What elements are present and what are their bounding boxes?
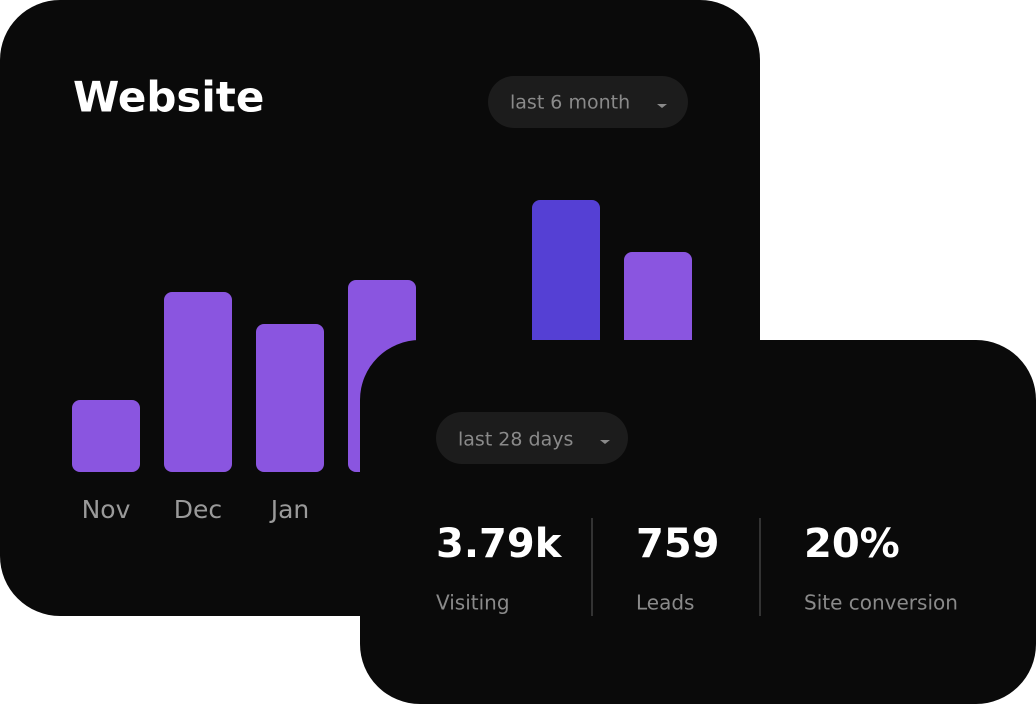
dropdown-label[interactable]: last 6 month (510, 92, 630, 114)
dropdown-label[interactable]: last 28 days (458, 429, 573, 451)
x-tick-label: Dec (174, 495, 222, 524)
bar (164, 292, 232, 472)
period-dropdown[interactable] (488, 76, 688, 128)
x-tick-label: Jan (269, 495, 310, 524)
stats: 3.79k Visiting 759 Leads 20% Site conversion (436, 521, 958, 615)
stat-value: 20% (804, 521, 900, 567)
stat-label: Leads (636, 591, 694, 615)
period-dropdown[interactable] (436, 412, 628, 464)
stat-value: 759 (636, 521, 720, 567)
stat-label: Site conversion (804, 591, 958, 615)
stat-label: Visiting (436, 591, 510, 615)
bar (72, 400, 140, 472)
card-title: Website (73, 73, 264, 122)
stat-value: 3.79k (436, 521, 563, 567)
dropdown-caret[interactable] (600, 440, 610, 444)
bar (256, 324, 324, 472)
x-tick-label: Nov (82, 495, 131, 524)
dropdown-caret[interactable] (657, 104, 667, 108)
